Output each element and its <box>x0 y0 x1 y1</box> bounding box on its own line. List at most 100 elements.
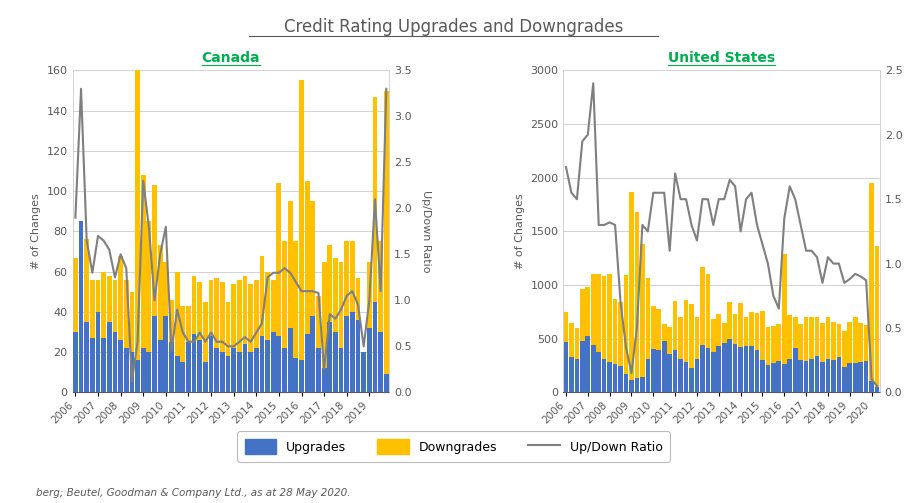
Bar <box>678 317 683 392</box>
Bar <box>776 323 781 392</box>
Bar <box>569 357 574 392</box>
Bar <box>249 284 253 392</box>
Bar <box>175 272 180 392</box>
Title: Canada: Canada <box>201 51 260 65</box>
Bar <box>629 192 634 392</box>
Bar <box>580 289 585 392</box>
Bar <box>282 348 287 392</box>
Bar <box>130 292 134 392</box>
Bar <box>689 304 694 392</box>
Bar <box>327 322 332 392</box>
Bar <box>613 365 618 392</box>
Bar <box>782 254 786 392</box>
Bar <box>135 360 140 392</box>
Bar <box>288 328 293 392</box>
Bar <box>146 221 151 392</box>
Bar <box>90 280 94 392</box>
Bar <box>226 302 230 392</box>
Bar <box>574 359 580 392</box>
Bar <box>722 343 727 392</box>
Bar <box>787 315 792 392</box>
Bar <box>744 317 748 392</box>
Bar <box>231 348 236 392</box>
Text: Credit Rating Upgrades and Downgrades: Credit Rating Upgrades and Downgrades <box>284 18 623 36</box>
Bar <box>847 321 852 392</box>
Bar <box>646 278 650 392</box>
Bar <box>277 183 281 392</box>
Bar <box>820 362 824 392</box>
Bar <box>356 278 360 392</box>
Bar <box>102 272 106 392</box>
Bar <box>152 185 157 392</box>
Bar <box>782 364 786 392</box>
Bar <box>220 352 225 392</box>
Bar <box>717 314 721 392</box>
Bar <box>198 282 202 392</box>
Bar <box>662 323 667 392</box>
Bar <box>863 361 869 392</box>
Bar <box>727 302 732 392</box>
Bar <box>787 359 792 392</box>
Y-axis label: Up/Down Ratio: Up/Down Ratio <box>421 190 431 273</box>
Bar <box>90 338 94 392</box>
Bar <box>249 352 253 392</box>
Bar <box>102 338 106 392</box>
Bar <box>842 367 846 392</box>
Bar <box>760 311 765 392</box>
Bar <box>209 336 213 392</box>
Bar <box>367 262 372 392</box>
Bar <box>646 359 650 392</box>
Bar <box>288 201 293 392</box>
Bar <box>333 332 337 392</box>
Bar <box>695 359 699 392</box>
Bar <box>79 221 83 392</box>
Bar <box>112 332 117 392</box>
Bar <box>282 241 287 392</box>
Bar <box>733 314 737 392</box>
Bar <box>809 317 814 392</box>
Bar <box>345 241 349 392</box>
Bar <box>271 280 276 392</box>
Bar <box>130 352 134 392</box>
Bar <box>831 360 835 392</box>
Bar <box>299 360 304 392</box>
Bar <box>619 302 623 392</box>
Bar <box>640 244 645 392</box>
Bar <box>733 344 737 392</box>
Bar <box>203 302 208 392</box>
Bar <box>776 361 781 392</box>
Bar <box>242 276 248 392</box>
Bar <box>580 341 585 392</box>
Bar <box>198 340 202 392</box>
Bar <box>766 327 770 392</box>
Bar <box>350 312 355 392</box>
Bar <box>760 360 765 392</box>
Bar <box>814 357 819 392</box>
Bar <box>310 316 316 392</box>
Bar <box>254 280 258 392</box>
Bar <box>668 354 672 392</box>
Bar <box>345 316 349 392</box>
Bar <box>118 256 123 392</box>
Bar <box>135 70 140 392</box>
Bar <box>624 275 629 392</box>
Bar <box>771 363 775 392</box>
Bar <box>749 346 754 392</box>
Y-axis label: # of Changes: # of Changes <box>31 194 41 269</box>
Bar <box>338 348 344 392</box>
Bar <box>624 374 629 392</box>
Bar <box>209 280 213 392</box>
Bar <box>847 363 852 392</box>
Bar <box>214 278 219 392</box>
Bar <box>586 287 590 392</box>
Bar <box>619 366 623 392</box>
Bar <box>180 362 185 392</box>
Bar <box>869 381 874 392</box>
Bar <box>831 321 835 392</box>
Bar <box>79 227 83 392</box>
Bar <box>294 358 298 392</box>
Bar <box>825 317 830 392</box>
Bar <box>350 241 355 392</box>
Bar <box>124 348 129 392</box>
Bar <box>689 368 694 392</box>
